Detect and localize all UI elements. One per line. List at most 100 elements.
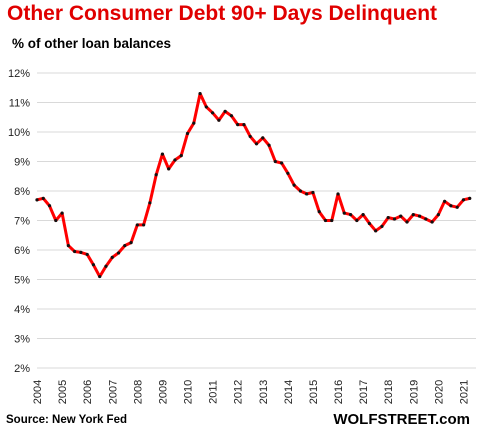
data-point bbox=[35, 198, 39, 202]
data-point bbox=[173, 158, 177, 162]
data-point bbox=[185, 131, 190, 136]
data-point bbox=[54, 218, 58, 223]
data-point bbox=[248, 134, 252, 139]
data-point bbox=[279, 161, 284, 165]
x-tick-label: 2016 bbox=[333, 380, 345, 404]
data-point bbox=[449, 204, 453, 208]
data-point bbox=[98, 274, 102, 279]
data-point bbox=[110, 255, 114, 259]
data-point bbox=[392, 217, 397, 221]
x-tick-label: 2013 bbox=[258, 380, 270, 404]
brand-logo-text: WOLFSTREET.com bbox=[333, 411, 470, 428]
data-point bbox=[417, 214, 422, 218]
x-tick-label: 2014 bbox=[283, 380, 295, 404]
data-point bbox=[91, 263, 96, 267]
data-point bbox=[135, 223, 139, 227]
data-point bbox=[436, 213, 440, 217]
data-point bbox=[116, 251, 121, 255]
y-tick-label: 6% bbox=[14, 245, 30, 257]
data-point bbox=[242, 123, 246, 127]
data-point bbox=[47, 204, 52, 208]
data-point bbox=[60, 211, 64, 215]
x-tick-label: 2021 bbox=[458, 380, 470, 404]
data-point bbox=[311, 190, 315, 195]
y-tick-label: 8% bbox=[14, 186, 30, 198]
data-point bbox=[66, 243, 70, 248]
source-note: Source: New York Fed bbox=[6, 414, 127, 426]
data-point bbox=[367, 221, 371, 226]
x-tick-label: 2004 bbox=[32, 380, 44, 404]
data-point bbox=[298, 189, 302, 193]
data-point bbox=[342, 211, 346, 215]
y-tick-label: 12% bbox=[8, 68, 30, 80]
data-point bbox=[443, 199, 447, 203]
data-point bbox=[317, 210, 321, 214]
data-point bbox=[330, 218, 334, 223]
data-point bbox=[292, 183, 296, 187]
y-tick-label: 10% bbox=[8, 127, 30, 139]
y-tick-label: 11% bbox=[9, 98, 30, 110]
data-point bbox=[261, 136, 265, 140]
x-tick-label: 2009 bbox=[157, 380, 169, 404]
data-point bbox=[154, 173, 158, 177]
x-tick-label: 2007 bbox=[107, 380, 119, 404]
y-tick-label: 2% bbox=[14, 363, 30, 375]
y-tick-label: 4% bbox=[14, 304, 30, 316]
data-point bbox=[236, 123, 240, 127]
data-point bbox=[217, 118, 221, 122]
series-line bbox=[35, 92, 472, 279]
data-point bbox=[179, 154, 183, 158]
data-point bbox=[348, 213, 353, 217]
y-tick-label: 7% bbox=[14, 216, 30, 228]
x-tick-label: 2018 bbox=[383, 380, 395, 404]
data-point bbox=[455, 205, 459, 209]
y-axis-tick-labels: 2% 3% 4% 5% 6% 7% 8% 9% 10% 11% 12% bbox=[8, 68, 30, 375]
data-point bbox=[85, 252, 89, 257]
data-point bbox=[254, 142, 259, 146]
data-point bbox=[323, 218, 328, 223]
chart-subtitle: % of other loan balances bbox=[12, 36, 172, 51]
data-point bbox=[223, 109, 227, 113]
x-tick-label: 2020 bbox=[433, 380, 445, 404]
data-point bbox=[286, 171, 290, 175]
x-axis-tick-labels: 2004 2005 2006 2007 2008 2009 2010 2011 2012 2013… bbox=[32, 380, 470, 404]
x-tick-label: 2015 bbox=[308, 380, 320, 404]
plot-area bbox=[35, 92, 472, 279]
data-point bbox=[229, 114, 234, 118]
data-point bbox=[160, 152, 165, 156]
data-point bbox=[430, 220, 434, 224]
x-tick-label: 2019 bbox=[408, 380, 420, 404]
data-point bbox=[129, 241, 133, 245]
data-point bbox=[405, 220, 409, 224]
x-tick-label: 2017 bbox=[358, 380, 370, 404]
data-point bbox=[386, 215, 390, 220]
data-point bbox=[273, 159, 277, 164]
data-point bbox=[424, 217, 428, 221]
data-point bbox=[411, 213, 415, 217]
data-point bbox=[361, 213, 365, 217]
x-tick-label: 2008 bbox=[132, 380, 144, 404]
x-tick-label: 2010 bbox=[183, 380, 195, 404]
data-point bbox=[380, 224, 384, 228]
data-point bbox=[104, 264, 108, 268]
data-point bbox=[123, 243, 127, 248]
data-point bbox=[41, 196, 45, 200]
y-tick-label: 9% bbox=[14, 157, 30, 169]
x-tick-label: 2006 bbox=[82, 380, 94, 404]
data-point bbox=[167, 167, 171, 171]
data-point bbox=[267, 143, 271, 147]
data-point bbox=[73, 249, 77, 254]
data-point bbox=[142, 223, 146, 227]
data-point bbox=[148, 201, 152, 205]
data-point bbox=[461, 198, 466, 202]
chart-title: Other Consumer Debt 90+ Days Delinquent bbox=[7, 2, 438, 25]
data-point bbox=[198, 92, 202, 96]
data-point bbox=[399, 214, 403, 218]
data-point bbox=[305, 192, 309, 196]
data-point bbox=[204, 105, 208, 109]
y-tick-label: 5% bbox=[14, 275, 30, 287]
data-point bbox=[374, 229, 378, 233]
data-point bbox=[192, 121, 196, 125]
data-point bbox=[211, 111, 215, 115]
